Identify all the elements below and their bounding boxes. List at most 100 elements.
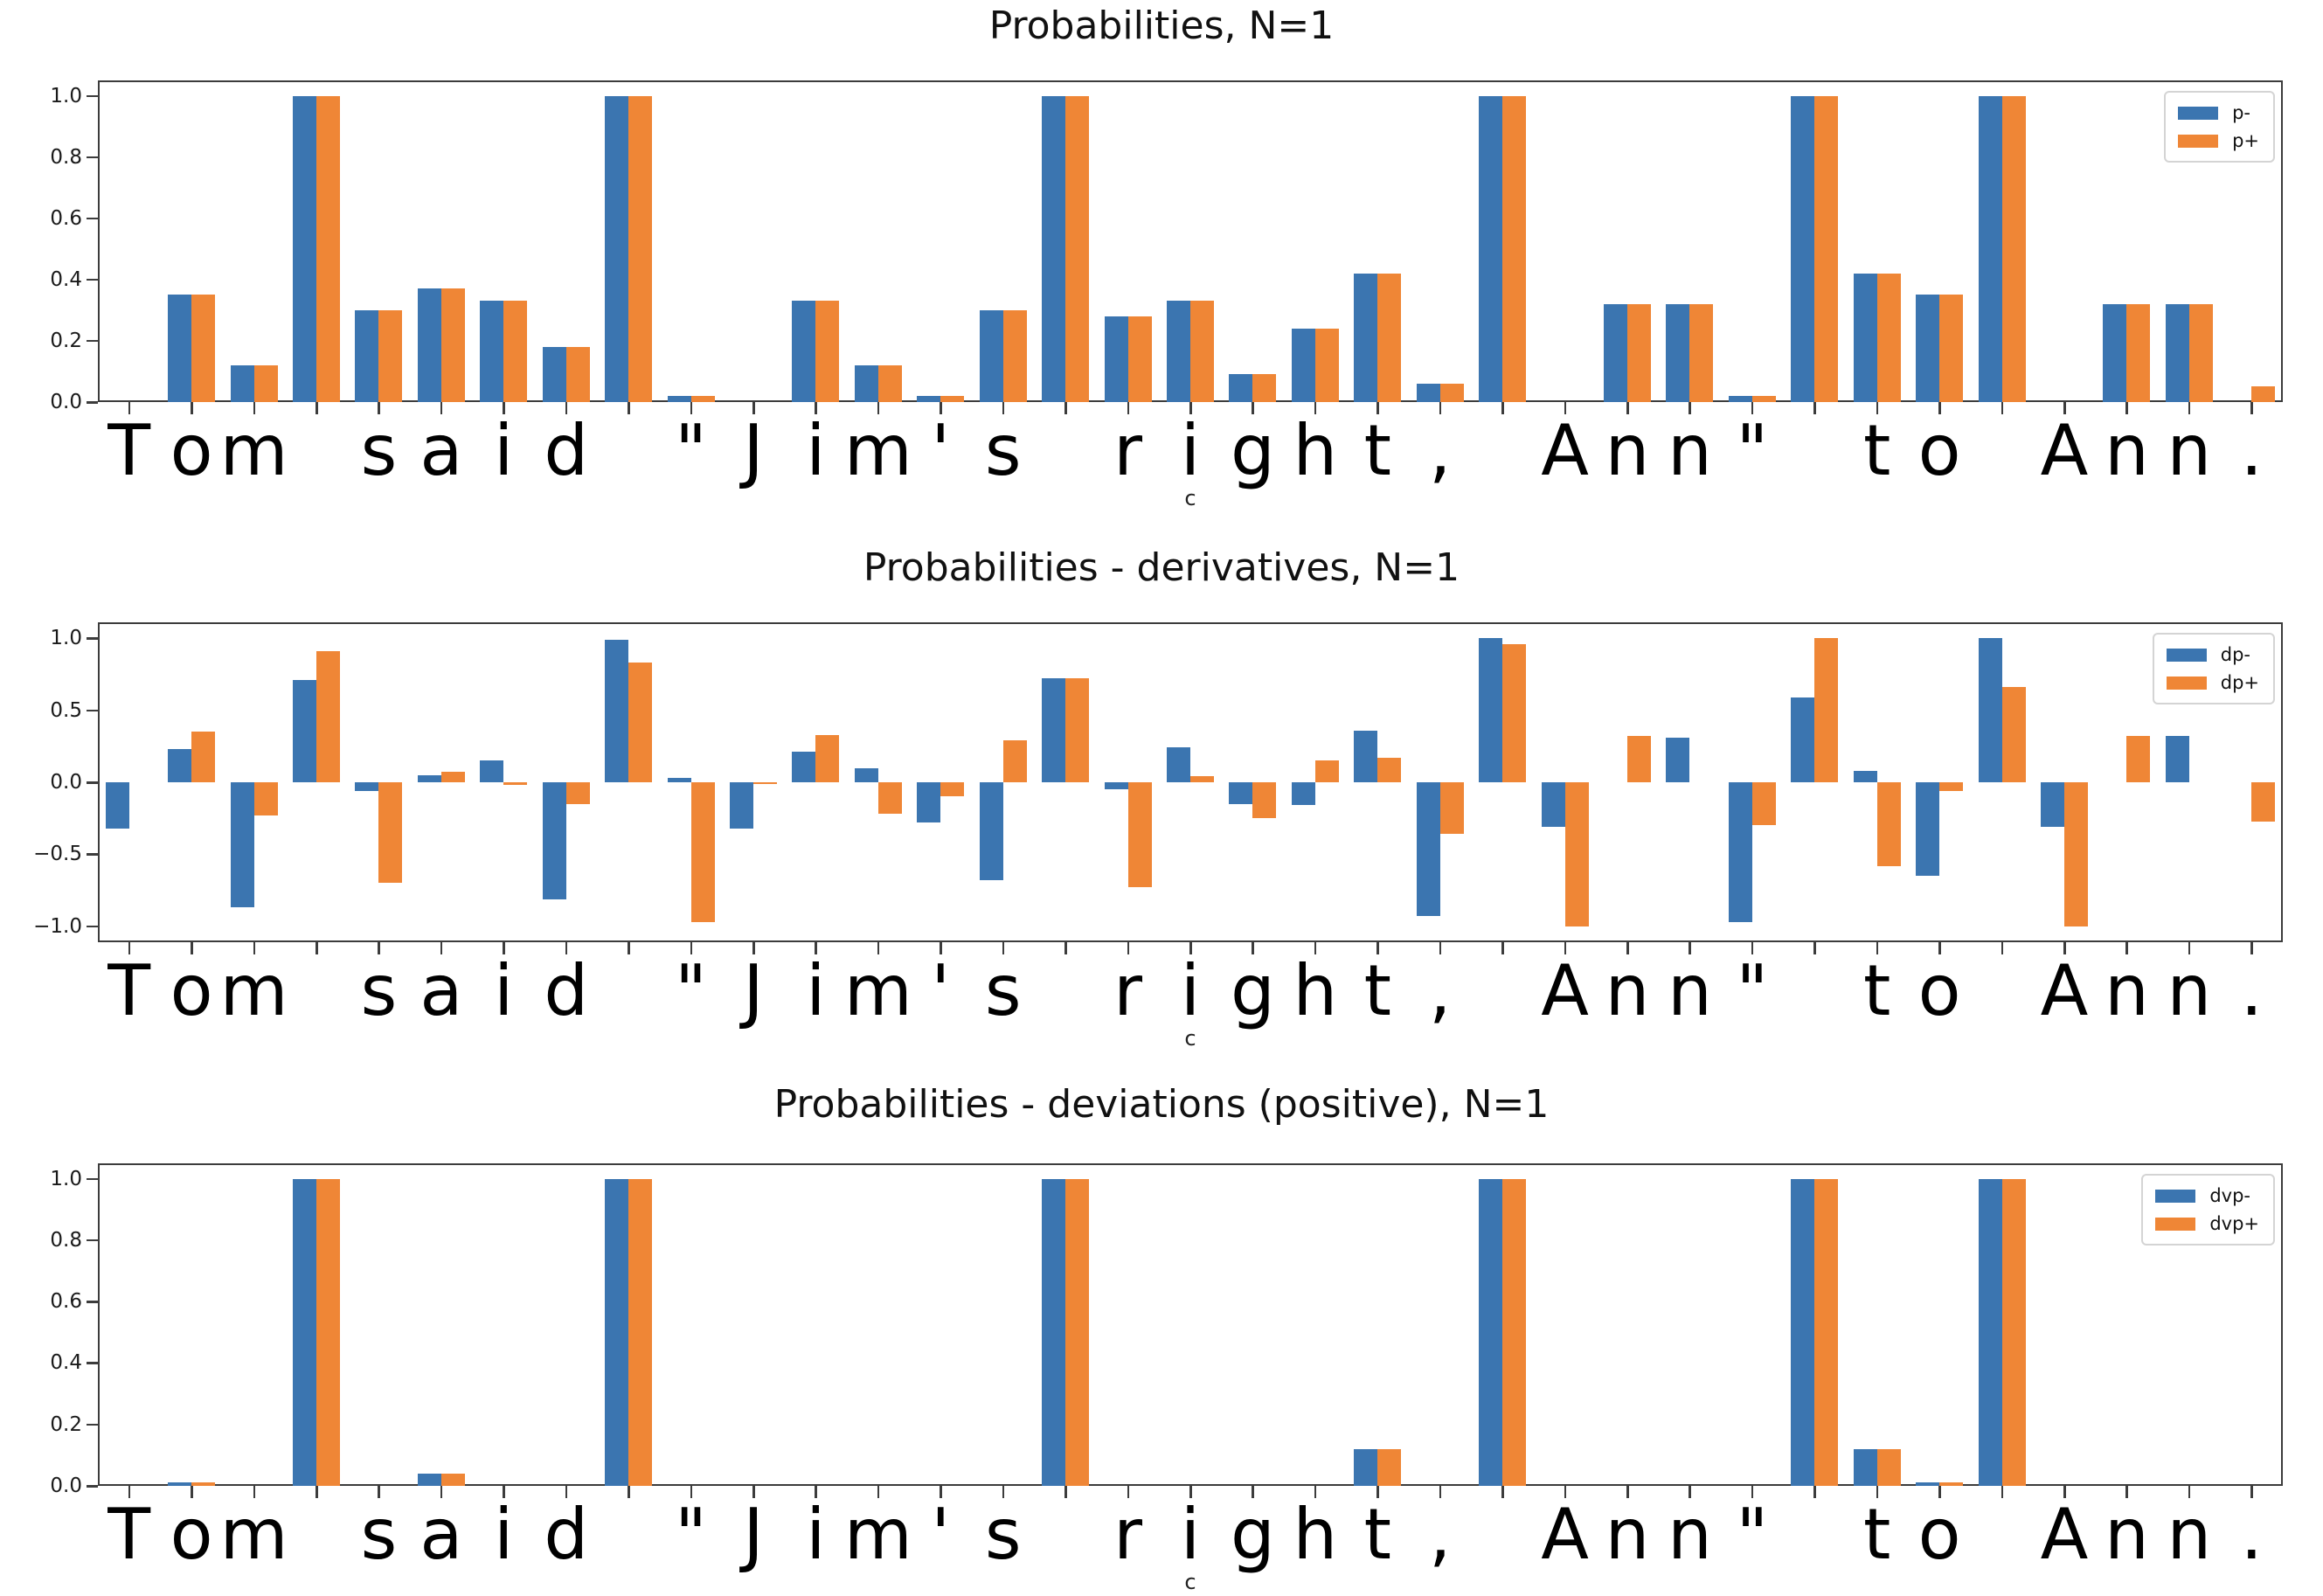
y-tick-label: −1.0 — [33, 914, 82, 938]
y-tick-mark — [87, 709, 98, 712]
x-tick-mark — [1252, 942, 1254, 954]
bar-dpminus — [1416, 782, 1440, 917]
y-tick-label: −0.5 — [33, 843, 82, 866]
x-tick-mark — [1876, 1486, 1879, 1498]
x-tick-mark — [191, 402, 193, 414]
bar-pplus — [378, 309, 403, 402]
bar-dpminus — [417, 774, 441, 782]
y-tick-label: 1.0 — [50, 84, 82, 108]
bar-pminus — [293, 95, 316, 402]
x-tick-label: t — [1863, 950, 1891, 1031]
x-tick-mark — [503, 1486, 505, 1498]
bar-dpminus — [854, 767, 878, 782]
x-tick-mark — [316, 402, 318, 414]
y-tick-label: 0.0 — [50, 1475, 82, 1497]
bar-dvpplus — [1814, 1178, 1839, 1486]
x-tick-mark — [2125, 942, 2128, 954]
bar-dvpplus — [440, 1473, 465, 1486]
x-tick-label: m — [843, 410, 912, 491]
x-tick-mark — [2001, 402, 2004, 414]
x-tick-label: T — [107, 1494, 151, 1575]
x-tick-label: n — [2105, 1494, 2149, 1575]
x-tick-label: o — [170, 950, 213, 1031]
bar-pminus — [1604, 303, 1627, 402]
x-tick-label: o — [1917, 1494, 1961, 1575]
x-tick-label: s — [984, 950, 1022, 1031]
legend-label: dp- — [2220, 644, 2250, 665]
x-tick-mark — [2250, 402, 2253, 414]
x-tick-mark — [440, 402, 443, 414]
legend: p-p+ — [2164, 91, 2275, 163]
x-tick-label: g — [1231, 950, 1275, 1031]
legend-label: p- — [2232, 102, 2250, 123]
bar-dpplus — [1751, 782, 1776, 826]
legend-item: p- — [2178, 103, 2259, 122]
x-tick-label: i — [494, 1494, 514, 1575]
bar-pminus — [168, 295, 192, 402]
legend-label: p+ — [2232, 130, 2259, 151]
bar-pplus — [1689, 303, 1714, 402]
bar-dpplus — [1002, 740, 1027, 782]
x-tick-label: n — [1605, 410, 1650, 491]
x-tick-mark — [1314, 1486, 1317, 1498]
x-tick-mark — [2250, 1486, 2253, 1498]
x-tick-label: d — [544, 410, 589, 491]
x-tick-label: t — [1363, 950, 1391, 1031]
x-tick-mark — [1064, 942, 1067, 954]
x-tick-label: " — [1736, 410, 1769, 491]
x-axis-title: c — [1184, 1026, 1196, 1051]
bar-dpplus — [503, 782, 528, 786]
bar-dpminus — [667, 778, 691, 782]
bar-dvpplus — [191, 1482, 216, 1486]
x-tick-mark — [378, 1486, 380, 1498]
x-tick-mark — [1938, 1486, 1941, 1498]
bar-dvpplus — [2001, 1178, 2026, 1486]
bar-dvpminus — [1042, 1178, 1066, 1486]
bar-dpplus — [1377, 757, 1402, 782]
bar-pplus — [877, 364, 902, 402]
x-tick-mark — [1252, 402, 1254, 414]
y-tick-mark — [87, 339, 98, 343]
bar-pplus — [2126, 303, 2151, 402]
x-tick-mark — [1564, 1486, 1567, 1498]
bar-dvpminus — [1479, 1178, 1503, 1486]
bar-pplus — [1252, 374, 1277, 402]
bar-dpplus — [2251, 782, 2276, 822]
bar-pplus — [628, 95, 653, 402]
x-tick-mark — [1564, 402, 1567, 414]
legend-item: dvp- — [2155, 1186, 2259, 1205]
x-tick-label: t — [1863, 410, 1891, 491]
x-tick-mark — [1064, 1486, 1067, 1498]
bar-pplus — [1377, 273, 1402, 402]
bar-pminus — [1167, 301, 1190, 402]
x-tick-label: " — [675, 1494, 707, 1575]
bar-pminus — [1666, 303, 1690, 402]
bar-pplus — [815, 301, 840, 402]
bar-dpplus — [1439, 782, 1464, 835]
x-tick-label: " — [675, 950, 707, 1031]
x-tick-mark — [1751, 1486, 1754, 1498]
x-tick-mark — [940, 942, 942, 954]
bar-pminus — [2165, 303, 2189, 402]
x-tick-label: , — [1428, 1494, 1452, 1575]
bar-dpminus — [355, 782, 379, 791]
x-tick-mark — [1876, 942, 1879, 954]
bar-dpplus — [378, 782, 403, 884]
x-tick-mark — [1252, 1486, 1254, 1498]
bar-dpminus — [480, 760, 504, 782]
x-tick-mark — [1439, 942, 1442, 954]
x-tick-mark — [565, 402, 568, 414]
bar-dpminus — [1791, 697, 1815, 782]
x-tick-mark — [2001, 942, 2004, 954]
y-tick-mark — [87, 156, 98, 159]
bar-dvpplus — [316, 1178, 340, 1486]
x-tick-mark — [1689, 1486, 1691, 1498]
x-tick-label: . — [2240, 950, 2263, 1031]
x-tick-mark — [877, 402, 880, 414]
x-tick-label: a — [420, 1494, 463, 1575]
x-tick-label: h — [1293, 950, 1338, 1031]
bar-dpminus — [1104, 782, 1128, 790]
x-tick-label: i — [806, 410, 826, 491]
x-tick-mark — [503, 942, 505, 954]
x-tick-label: s — [360, 1494, 398, 1575]
